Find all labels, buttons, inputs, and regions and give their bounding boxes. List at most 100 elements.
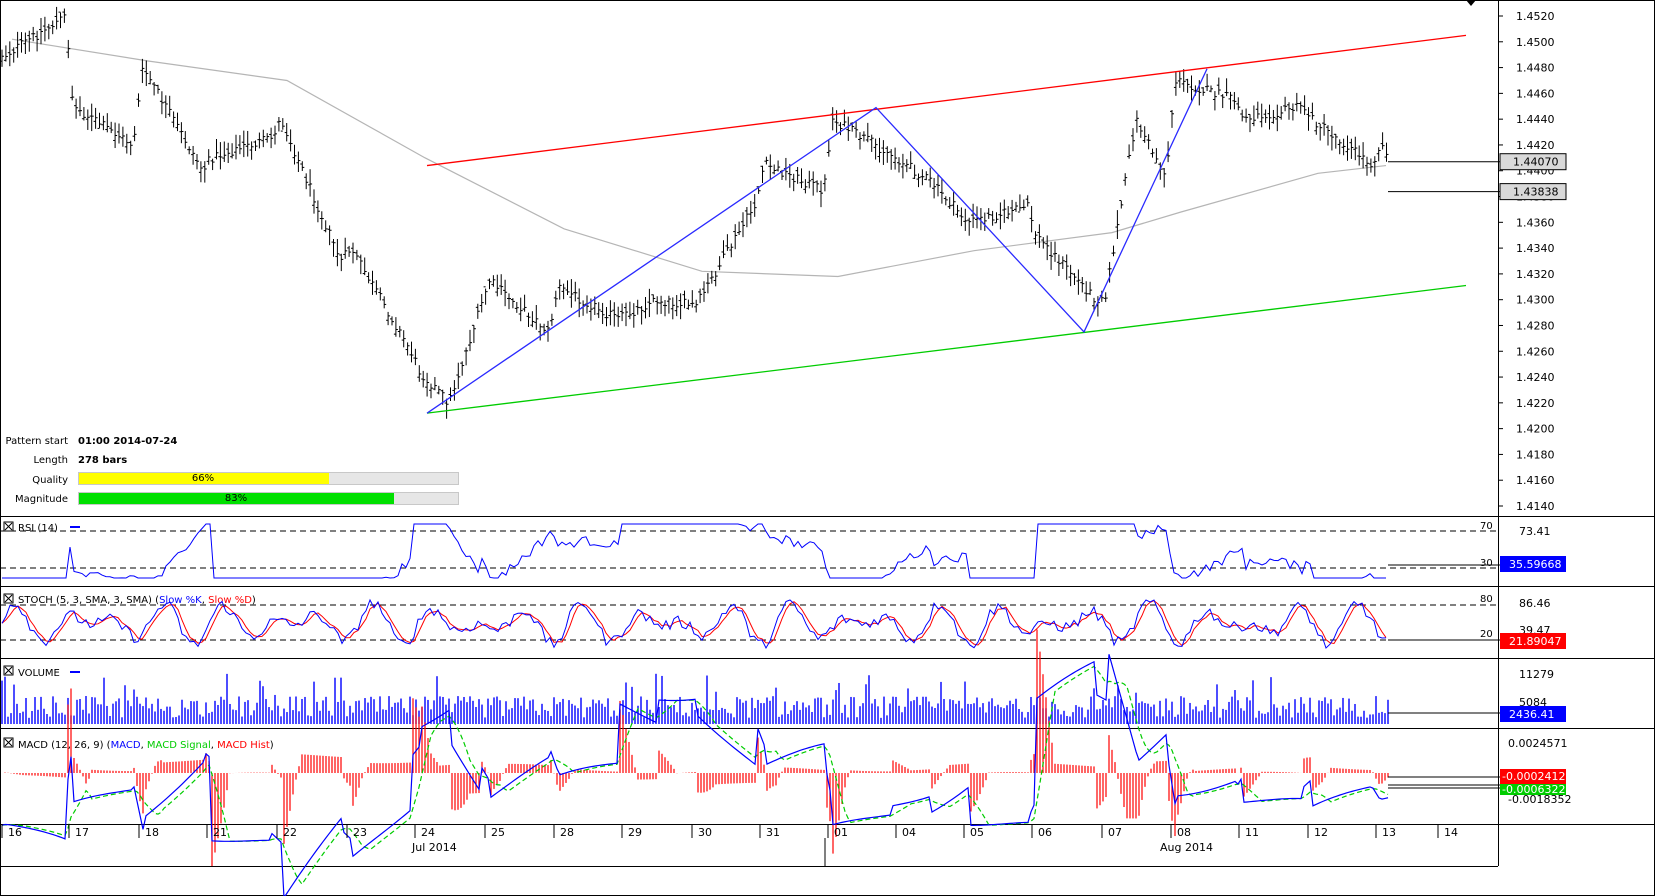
- candle: [128, 140, 133, 156]
- pattern-start-value: 01:00 2014-07-24: [78, 436, 178, 447]
- candle: [46, 23, 51, 40]
- candle: [503, 279, 508, 307]
- candle: [226, 142, 231, 163]
- candle: [616, 306, 621, 327]
- candle: [27, 30, 32, 52]
- candle: [117, 123, 121, 144]
- candle: [939, 179, 944, 204]
- candle: [393, 317, 398, 337]
- candle: [1025, 195, 1030, 207]
- candle: [990, 210, 995, 226]
- candle: [1224, 78, 1229, 97]
- candle: [1368, 158, 1373, 173]
- candle: [175, 112, 180, 132]
- day-label: 05: [970, 826, 984, 839]
- candle: [1014, 201, 1018, 212]
- candle: [752, 194, 757, 217]
- candle: [93, 107, 98, 129]
- volume-axis-mid: 5084: [1519, 696, 1547, 709]
- stoch-panel: STOCH (5, 3, SMA, 3, SMA) (Slow %K, Slow…: [0, 593, 1566, 650]
- candle: [744, 206, 749, 228]
- candle: [42, 16, 47, 42]
- candle: [19, 32, 24, 53]
- candle: [1154, 148, 1159, 164]
- channel-lower-line: [426, 284, 1467, 414]
- candle: [936, 174, 940, 197]
- candle: [1357, 145, 1362, 166]
- candle: [417, 365, 422, 382]
- candle: [284, 123, 289, 142]
- rsi-panel: RSI (14) 70 30 73.41 35.59668: [0, 521, 1566, 579]
- candle: [1244, 108, 1249, 123]
- candle: [269, 127, 274, 149]
- candle: [1072, 273, 1077, 285]
- candle: [1255, 101, 1260, 119]
- macd-title: MACD (12, 26, 9) (MACD, MACD Signal, MAC…: [18, 740, 274, 751]
- price-badges: 1.44070 1.43838: [1388, 153, 1567, 201]
- macd-legend-hist: MACD Hist: [217, 740, 270, 751]
- candle: [479, 293, 484, 313]
- candle: [1298, 101, 1303, 114]
- candle: [218, 142, 223, 170]
- candle: [1041, 237, 1046, 249]
- candle: [1290, 103, 1295, 121]
- candle: [179, 122, 184, 144]
- candle: [772, 164, 777, 175]
- candle: [105, 113, 110, 133]
- candle: [1263, 109, 1268, 123]
- day-label: 30: [698, 826, 712, 839]
- candle: [1029, 205, 1034, 233]
- candle: [1185, 78, 1190, 93]
- candle: [877, 137, 882, 163]
- candle: [7, 41, 12, 67]
- candle: [865, 122, 870, 143]
- candle: [1006, 206, 1011, 220]
- candle: [351, 242, 355, 264]
- candle: [499, 274, 504, 295]
- candle: [1240, 109, 1245, 122]
- scroll-arrow-icon[interactable]: [1466, 0, 1476, 6]
- candle: [1002, 199, 1007, 223]
- candle: [432, 376, 437, 391]
- rsi-value-badge: [1500, 556, 1566, 572]
- price-tick-label: 1.4220: [1516, 397, 1555, 410]
- trend-channel: [426, 34, 1467, 414]
- candle: [1294, 92, 1299, 112]
- candle: [846, 116, 851, 141]
- candle: [791, 173, 796, 192]
- candle: [144, 60, 149, 87]
- day-label: 08: [1177, 826, 1191, 839]
- candle: [787, 163, 792, 188]
- candle: [1248, 113, 1252, 133]
- price-tick-label: 1.4420: [1516, 139, 1555, 152]
- candle: [674, 295, 679, 317]
- candle: [1142, 126, 1147, 143]
- macd-panel: MACD (12, 26, 9) (MACD, MACD Signal, MAC…: [1, 629, 1571, 896]
- stoch-k-path: [1, 598, 1387, 650]
- candle: [1177, 70, 1182, 88]
- candle: [89, 103, 94, 132]
- volume-value-text: 2436.41: [1509, 708, 1555, 721]
- candle: [1205, 73, 1210, 92]
- pattern-info: Pattern start 01:00 2014-07-24 Length 27…: [0, 434, 470, 514]
- candle: [1173, 72, 1178, 96]
- candle: [682, 290, 687, 309]
- length-label: Length: [33, 455, 69, 466]
- candle: [959, 207, 964, 227]
- candle: [698, 288, 703, 304]
- candle: [210, 158, 215, 171]
- candle: [124, 133, 129, 154]
- candle: [811, 171, 816, 196]
- candle: [495, 274, 500, 297]
- candle: [191, 145, 196, 165]
- macd-main-path: [1, 654, 1389, 896]
- candle: [885, 146, 890, 163]
- candle: [624, 302, 628, 327]
- candle: [1181, 69, 1186, 92]
- day-label: 25: [491, 826, 505, 839]
- candle: [893, 147, 898, 170]
- candle: [1037, 224, 1042, 248]
- day-label: 12: [1314, 826, 1328, 839]
- magnitude-value: 83%: [224, 493, 248, 504]
- candle: [1189, 75, 1194, 101]
